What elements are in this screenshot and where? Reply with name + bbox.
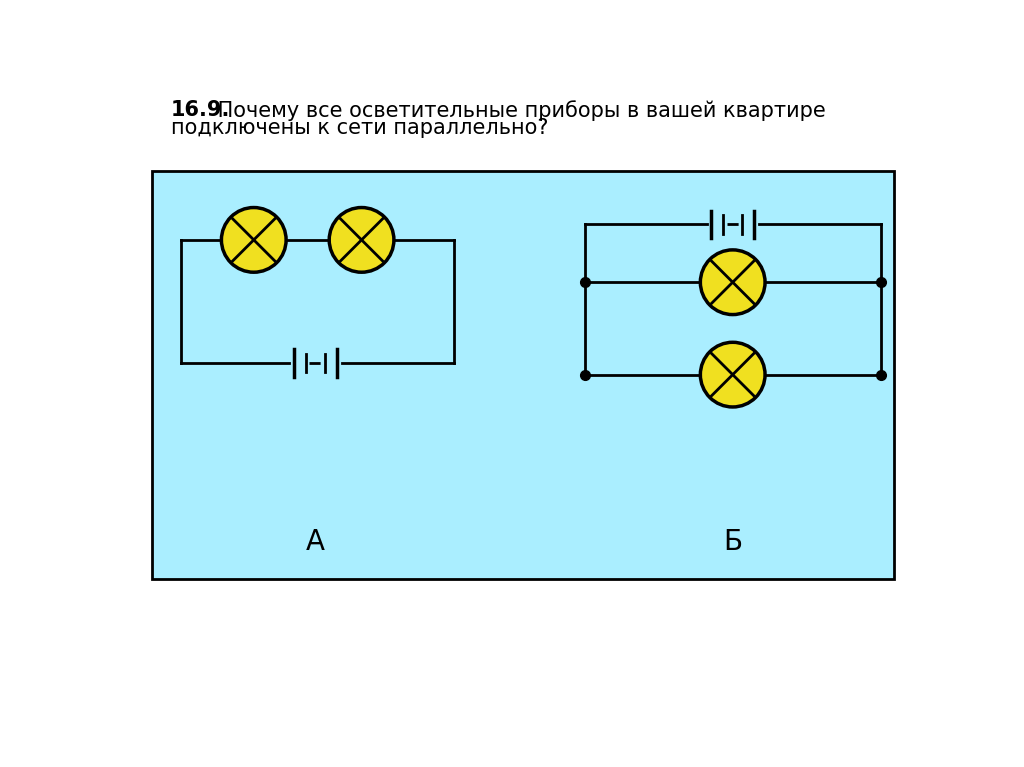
Circle shape bbox=[700, 342, 765, 407]
Circle shape bbox=[330, 208, 394, 272]
Bar bbox=[153, 170, 894, 578]
Text: подключены к сети параллельно?: подключены к сети параллельно? bbox=[171, 118, 548, 138]
Text: Б: Б bbox=[723, 528, 742, 555]
Circle shape bbox=[221, 208, 286, 272]
Circle shape bbox=[700, 250, 765, 314]
Text: Почему все осветительные приборы в вашей квартире: Почему все осветительные приборы в вашей… bbox=[211, 100, 825, 120]
Text: А: А bbox=[306, 528, 325, 555]
Text: 16.9.: 16.9. bbox=[171, 100, 230, 120]
